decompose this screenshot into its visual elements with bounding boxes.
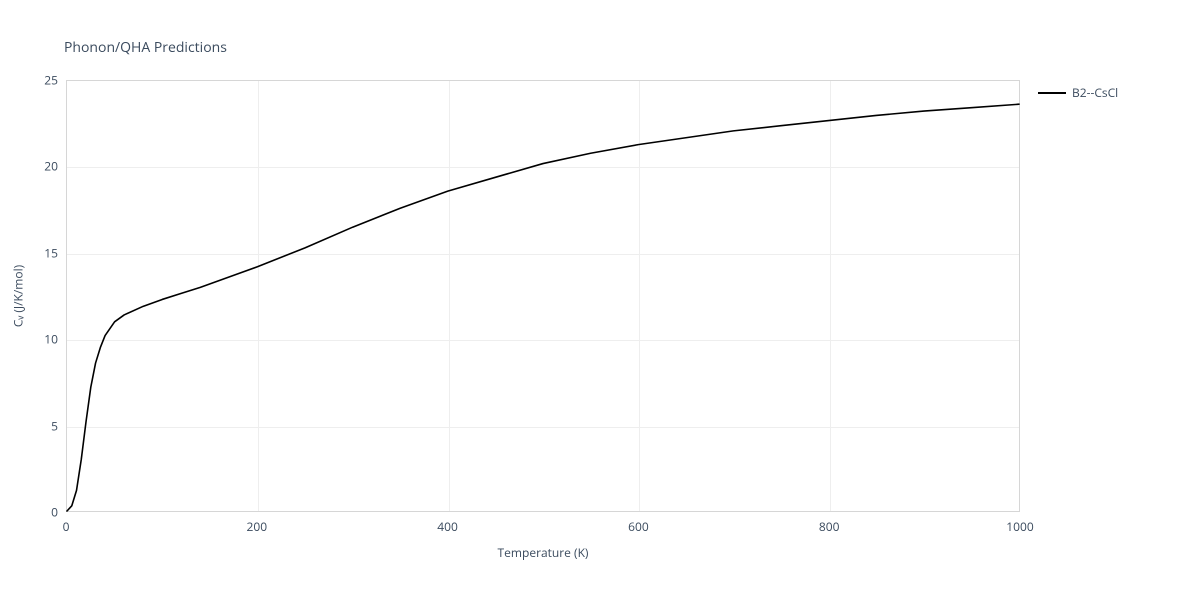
chart-title: Phonon/QHA Predictions <box>64 38 227 57</box>
y-tick-label: 20 <box>44 158 58 175</box>
y-axis-label: Cᵥ (J/K/mol) <box>10 265 27 327</box>
x-tick-label: 0 <box>63 518 70 535</box>
x-tick-label: 800 <box>819 518 840 535</box>
chart-svg <box>67 81 1019 511</box>
legend-line-icon <box>1038 92 1066 94</box>
y-tick-label: 15 <box>44 244 58 261</box>
x-tick-label: 1000 <box>1006 518 1033 535</box>
x-axis-label: Temperature (K) <box>498 544 589 561</box>
series-line <box>67 104 1019 511</box>
y-tick-label: 5 <box>51 417 58 434</box>
y-tick-label: 0 <box>51 504 58 521</box>
chart-container: Phonon/QHA Predictions Temperature (K) C… <box>0 0 1200 600</box>
x-tick-label: 200 <box>247 518 268 535</box>
legend-label: B2--CsCl <box>1072 84 1118 101</box>
legend: B2--CsCl <box>1038 84 1118 101</box>
plot-area <box>66 80 1020 512</box>
x-tick-label: 400 <box>437 518 458 535</box>
y-tick-label: 10 <box>44 331 58 348</box>
x-tick-label: 600 <box>628 518 649 535</box>
y-tick-label: 25 <box>44 72 58 89</box>
